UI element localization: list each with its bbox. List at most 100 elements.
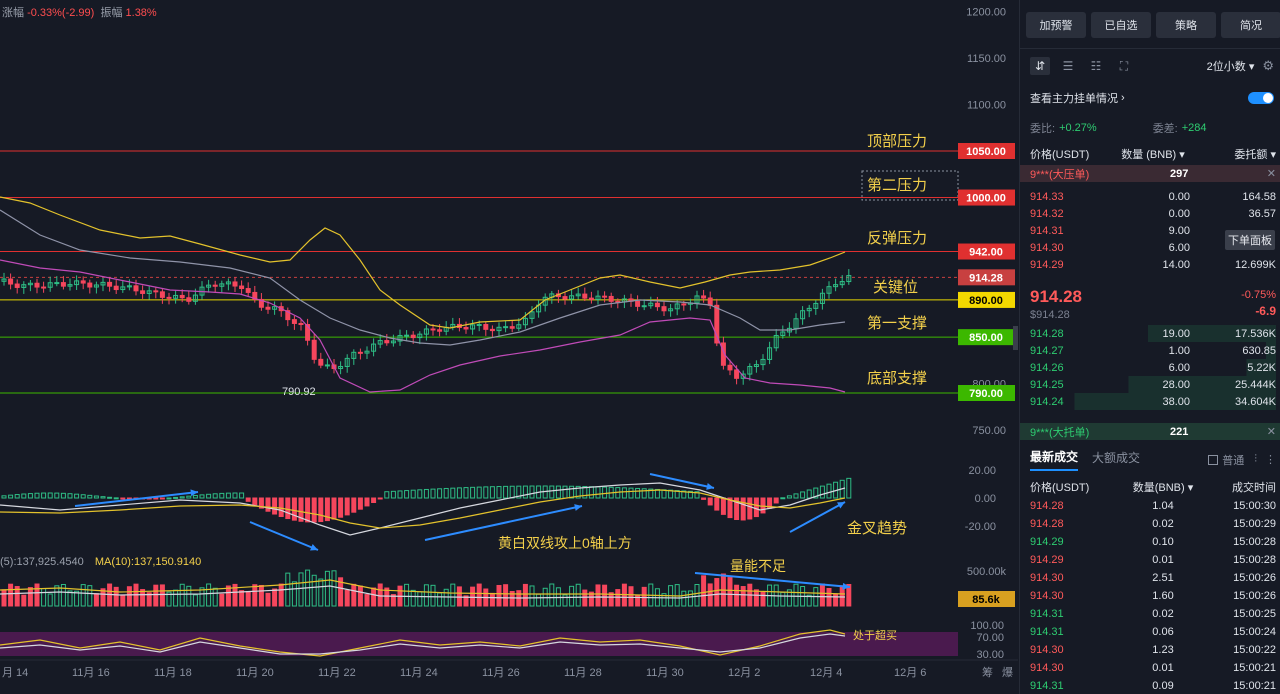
- bid-qty: 28.00: [1162, 378, 1190, 391]
- ask-price: 914.32: [1030, 207, 1064, 220]
- ask-row[interactable]: 914.33 0.00 164.58: [1030, 188, 1276, 205]
- normal-label: 普通: [1222, 454, 1245, 467]
- volume-bar: [166, 591, 172, 607]
- volume-bar: [410, 589, 416, 607]
- gear-icon[interactable]: ⚙: [1262, 58, 1274, 73]
- candle-body: [390, 340, 396, 344]
- macd-bar: [74, 493, 80, 499]
- order-panel-tooltip[interactable]: 下单面板: [1225, 230, 1275, 250]
- bids-only-icon[interactable]: ☰: [1062, 59, 1074, 73]
- bid-qty: 6.00: [1168, 361, 1190, 374]
- trade-row: 914.28 0.02 15:00:29: [1030, 515, 1276, 533]
- date-axis-extra: 筹: [982, 665, 993, 679]
- macd-bar: [602, 486, 608, 499]
- trade-price-header: 价格(USDT): [1030, 482, 1090, 494]
- trade-qty: 1.04: [1152, 500, 1174, 512]
- volume-bar: [476, 583, 482, 607]
- macd-bar: [773, 497, 779, 504]
- arrow-line: [649, 473, 715, 489]
- volume-bar: [793, 583, 799, 607]
- trade-price: 914.28: [1030, 500, 1064, 512]
- ask-big-order-banner[interactable]: 9***(大压单) 297 ✕: [1020, 165, 1280, 182]
- main-orders-toggle[interactable]: [1248, 92, 1274, 104]
- both-sides-icon[interactable]: ⇵: [1030, 57, 1050, 75]
- ob-qty-header[interactable]: 数量 (BNB) ▾: [1121, 149, 1185, 161]
- macd-bar: [417, 489, 423, 499]
- macd-bar: [27, 493, 33, 499]
- volume-bar: [239, 590, 245, 607]
- volume-bar: [549, 583, 555, 607]
- bid-row[interactable]: 914.24 38.00 34.604K: [1030, 393, 1276, 410]
- volume-bar: [390, 594, 396, 607]
- candle-body: [74, 280, 80, 286]
- macd-bar: [278, 497, 284, 517]
- bid-row[interactable]: 914.25 28.00 25.444K: [1030, 376, 1276, 393]
- expand-icon[interactable]: ⛶: [1119, 58, 1129, 73]
- macd-bar: [113, 497, 119, 500]
- close-icon[interactable]: ✕: [1266, 168, 1276, 180]
- bid-row[interactable]: 914.26 6.00 5.22K: [1030, 359, 1276, 376]
- candle-body: [516, 324, 522, 329]
- kline-chart-area[interactable]: 1200.00 1150.00 1100.00 800.00 750.00 1050.00…: [0, 0, 1018, 694]
- checkbox-icon[interactable]: [1208, 454, 1219, 465]
- macd-bar: [555, 485, 561, 499]
- trade-qty-header[interactable]: 数量(BNB) ▾: [1132, 482, 1194, 494]
- volume-bar: [588, 591, 594, 607]
- volume-bar: [529, 585, 535, 607]
- volume-ma10: MA(10):137,150.9140: [94, 556, 202, 568]
- ask-row[interactable]: 914.29 14.00 12.699K: [1030, 256, 1276, 273]
- trade-time: 15:00:22: [1233, 644, 1276, 656]
- candle-body: [87, 282, 93, 288]
- asks-only-icon[interactable]: ☷: [1090, 59, 1102, 73]
- main-orders-row[interactable]: 查看主力挂单情况 ›: [1030, 90, 1274, 106]
- ask-price: 914.29: [1030, 258, 1064, 271]
- volume-bar: [159, 584, 165, 607]
- volume-bar: [608, 592, 614, 607]
- macd-bar: [476, 486, 482, 499]
- overview-button[interactable]: 简况: [1221, 12, 1280, 38]
- volume-bar: [384, 587, 390, 607]
- candle-body: [747, 366, 753, 375]
- main-orders-link[interactable]: 查看主力挂单情况: [1030, 93, 1118, 105]
- normal-checkbox[interactable]: 普通 ⫶ ⋮: [1208, 452, 1276, 468]
- candle-body: [437, 329, 443, 332]
- bid-row[interactable]: 914.27 1.00 630.85: [1030, 342, 1276, 359]
- more-icon[interactable]: ⋮: [1265, 454, 1276, 466]
- volume-bar: [34, 583, 40, 607]
- arrow-line: [789, 501, 846, 533]
- trade-qty: 1.23: [1152, 644, 1174, 656]
- tab-large-trades[interactable]: 大额成交: [1092, 451, 1141, 465]
- ask-row[interactable]: 914.31 9.00: [1030, 222, 1276, 239]
- bid-row[interactable]: 914.28 19.00 17.536K: [1030, 325, 1276, 342]
- candle-body: [80, 280, 86, 284]
- candle-body: [377, 340, 383, 345]
- watchlist-button[interactable]: 已自选: [1091, 12, 1151, 38]
- macd-bar: [120, 497, 126, 500]
- trade-time: 15:00:28: [1233, 536, 1276, 548]
- date-axis-label: 12月 6: [894, 667, 926, 679]
- add-alert-button[interactable]: 加预警: [1026, 12, 1086, 38]
- close-icon[interactable]: ✕: [1266, 426, 1276, 438]
- macd-bar: [397, 490, 403, 499]
- volume-bar: [681, 590, 687, 607]
- ob-total-header[interactable]: 委托额 ▾: [1234, 149, 1276, 161]
- bid-big-order-banner[interactable]: 9***(大托单) 221 ✕: [1020, 423, 1280, 440]
- candle-body: [179, 294, 185, 299]
- ask-row[interactable]: 914.32 0.00 36.57: [1030, 205, 1276, 222]
- ask-price: 914.30: [1030, 241, 1064, 254]
- candle-body: [305, 324, 311, 341]
- ask-row[interactable]: 914.30 6.00: [1030, 239, 1276, 256]
- strategy-button[interactable]: 策略: [1156, 12, 1216, 38]
- macd-bar: [291, 497, 297, 521]
- macd-bar: [575, 485, 581, 499]
- volume-bar: [14, 586, 20, 607]
- tab-latest-trades[interactable]: 最新成交: [1030, 448, 1079, 471]
- kline-chart[interactable]: 1200.001150.001100.00800.00750.001050.00…: [0, 0, 1018, 694]
- filter-icon[interactable]: ⫶: [1254, 453, 1257, 465]
- decimal-select[interactable]: 2位小数 ▾: [1206, 61, 1255, 73]
- candle-body: [483, 323, 489, 330]
- volume-bar: [232, 583, 238, 607]
- macd-bar: [272, 497, 278, 515]
- candle-body: [371, 343, 377, 352]
- ask-qty: 0.00: [1168, 190, 1190, 203]
